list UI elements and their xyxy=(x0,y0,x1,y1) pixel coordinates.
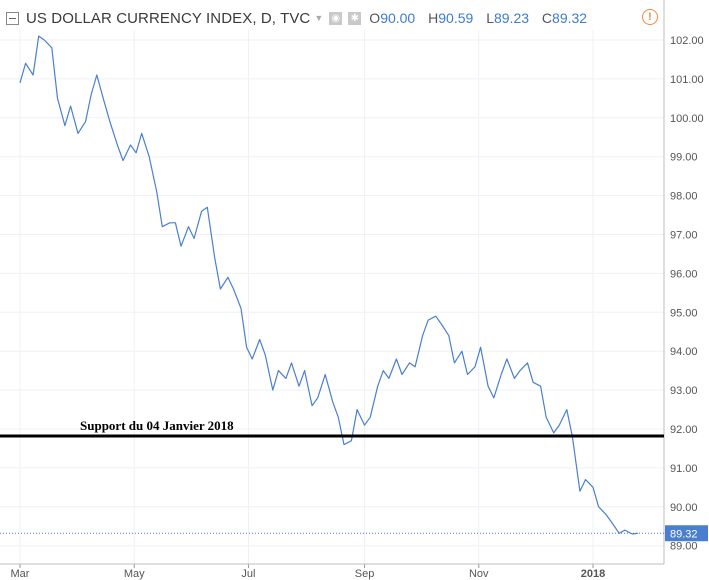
y-tick-label: 95.00 xyxy=(670,307,698,319)
y-tick-label: 100.00 xyxy=(670,113,704,125)
x-tick-label: Sep xyxy=(355,568,375,580)
last-price-tag xyxy=(665,525,708,542)
low-key: L xyxy=(486,10,494,26)
y-tick-label: 96.00 xyxy=(670,268,698,280)
x-tick-label: 2018 xyxy=(581,568,605,580)
chart-title: US DOLLAR CURRENCY INDEX, D, TVC xyxy=(26,9,311,27)
x-tick-label: Nov xyxy=(469,568,489,580)
y-tick-label: 101.00 xyxy=(670,74,704,86)
y-tick-label: 89.00 xyxy=(670,541,698,553)
y-tick-label: 91.00 xyxy=(670,463,698,475)
high-value: 90.59 xyxy=(438,10,474,26)
price-series-line xyxy=(19,35,638,535)
low-value: 89.23 xyxy=(493,10,530,26)
y-tick-label: 97.00 xyxy=(670,230,698,242)
open-value: 90.00 xyxy=(380,10,416,26)
support-annotation: Support du 04 Janvier 2018 xyxy=(80,418,234,433)
y-tick-label: 93.00 xyxy=(670,385,698,397)
settings-icon[interactable]: ✱ xyxy=(348,11,362,25)
high-key: H xyxy=(428,10,439,26)
warning-icon[interactable]: ! xyxy=(642,9,658,25)
x-tick-label: Jul xyxy=(241,568,255,580)
y-tick-label: 92.00 xyxy=(670,424,698,436)
y-tick-label: 98.00 xyxy=(670,191,698,203)
chart-legend: US DOLLAR CURRENCY INDEX, D, TVC ▼ ◉ ✱ O… xyxy=(6,8,596,28)
open-key: O xyxy=(369,10,381,26)
x-tick-label: Mar xyxy=(11,568,30,580)
y-tick-label: 102.00 xyxy=(670,35,704,47)
last-price-label: 89.32 xyxy=(670,528,698,540)
y-tick-label: 99.00 xyxy=(670,152,698,164)
collapse-icon[interactable] xyxy=(6,11,19,25)
x-tick-label: May xyxy=(124,568,145,580)
ohlc-values: O90.00 H90.59 L89.23 C89.32 xyxy=(369,10,596,26)
close-key: C xyxy=(541,10,553,26)
y-tick-label: 94.00 xyxy=(670,346,698,358)
visibility-icon[interactable]: ◉ xyxy=(329,11,343,25)
y-tick-label: 90.00 xyxy=(670,502,698,514)
chevron-down-icon[interactable]: ▼ xyxy=(314,13,324,23)
close-value: 89.32 xyxy=(552,10,588,26)
